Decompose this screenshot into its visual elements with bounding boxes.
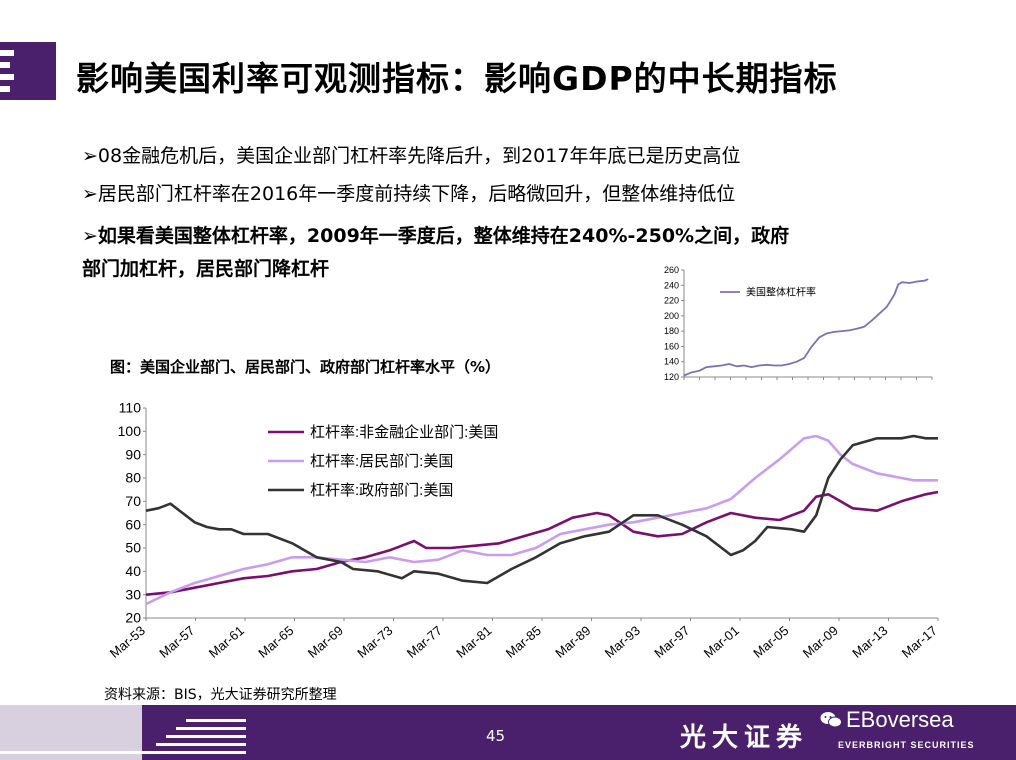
y-tick-label: 110 <box>119 400 142 416</box>
bullet-corporate-leverage: ➢08金融危机后，美国企业部门杠杆率先降后升，到2017年年底已是历史高位 <box>82 145 741 167</box>
chart-caption: 图：美国企业部门、居民部门、政府部门杠杆率水平（%） <box>110 358 501 376</box>
footer-decor-bar <box>156 743 246 746</box>
x-tick-label: Mar-93 <box>602 623 643 661</box>
series-line-1 <box>145 490 939 596</box>
x-tick-label: Mar-01 <box>701 623 742 661</box>
x-tick-label: Mar-65 <box>255 623 296 661</box>
footer-left-band <box>0 705 142 760</box>
legend-label: 美国整体杠杆率 <box>746 285 816 298</box>
watermark-account: EBoversea <box>846 707 954 732</box>
y-tick-label: 160 <box>664 341 679 351</box>
page-number: 45 <box>486 727 506 745</box>
brand-logo-mark <box>0 42 56 100</box>
y-tick-label: 40 <box>125 563 141 579</box>
brand-name-en: EVERBRIGHT SECURITIES <box>838 740 975 750</box>
x-tick-label: Mar-05 <box>750 623 791 661</box>
x-tick-label: Mar-89 <box>552 623 593 661</box>
wechat-icon <box>820 712 842 728</box>
series-line-3 <box>145 434 938 585</box>
y-tick-label: 90 <box>125 446 141 462</box>
bullet-total-leverage-continued: 部门加杠杆，居民部门降杠杆 <box>82 258 330 280</box>
x-tick-label: Mar-09 <box>800 623 841 661</box>
y-tick-label: 220 <box>664 296 679 306</box>
y-tick-label: 100 <box>118 423 142 439</box>
y-tick-label: 60 <box>125 516 141 532</box>
y-tick-label: 240 <box>664 280 679 290</box>
brand-name-cn: 光大证券 <box>680 723 809 753</box>
legend-label: 杠杆率:居民部门:美国 <box>310 453 453 470</box>
y-tick-label: 200 <box>664 311 679 321</box>
bullet-total-leverage: ➢如果看美国整体杠杆率，2009年一季度后，整体维持在240%-250%之间，政… <box>82 225 790 247</box>
legend-label: 杠杆率:政府部门:美国 <box>310 482 453 499</box>
x-tick-label: Mar-69 <box>305 623 346 661</box>
y-tick-label: 50 <box>125 540 141 556</box>
legend-label: 杠杆率:非金融企业部门:美国 <box>310 423 498 441</box>
x-tick-label: Mar-17 <box>899 623 940 661</box>
y-tick-label: 260 <box>664 265 679 275</box>
x-tick-label: Mar-97 <box>651 623 692 661</box>
x-tick-label: Mar-53 <box>107 623 148 661</box>
x-tick-label: Mar-81 <box>453 623 494 661</box>
x-tick-label: Mar-73 <box>354 623 395 661</box>
x-tick-label: Mar-13 <box>849 623 890 661</box>
series-line-2 <box>145 434 938 606</box>
footer-decor-bar <box>186 719 246 722</box>
y-tick-label: 70 <box>125 493 141 509</box>
series-line-1 <box>683 278 929 377</box>
inset-chart-background <box>650 262 940 382</box>
bullet-household-leverage: ➢居民部门杠杆率在2016年一季度前持续下降，后略微回升，但整体维持低位 <box>82 183 736 205</box>
x-tick-label: Mar-61 <box>206 623 247 661</box>
y-tick-label: 120 <box>664 372 679 382</box>
y-tick-label: 20 <box>125 610 141 626</box>
y-tick-label: 80 <box>125 470 141 486</box>
y-tick-label: 180 <box>664 326 679 336</box>
x-tick-label: Mar-85 <box>503 623 544 661</box>
footer-decor-bar <box>176 727 246 730</box>
slide-footer: 45 光大证券 EBoversea EVERBRIGHT SECURITIES <box>0 705 1016 760</box>
slide-title: 影响美国利率可观测指标：影响GDP的中长期指标 <box>76 59 838 98</box>
x-tick-label: Mar-57 <box>156 623 197 661</box>
data-source-note: 资料来源：BIS，光大证券研究所整理 <box>104 687 337 703</box>
footer-brand-band <box>142 705 1016 760</box>
x-tick-label: Mar-77 <box>404 623 445 661</box>
footer-decor-bar <box>0 751 246 754</box>
footer-decor-bar <box>166 735 246 738</box>
y-tick-label: 140 <box>664 357 679 367</box>
y-tick-label: 30 <box>125 586 141 602</box>
